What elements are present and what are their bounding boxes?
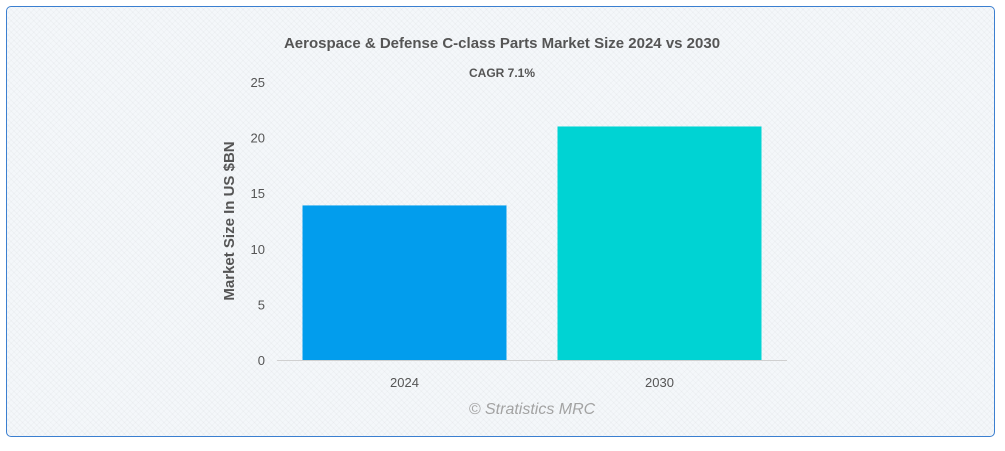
chart-title: Aerospace & Defense C-class Parts Market… <box>284 35 720 52</box>
y-axis-label: Market Size In US $BN <box>221 141 238 300</box>
x-tick-label: 2030 <box>645 375 674 390</box>
x-tick-label: 2024 <box>390 375 419 390</box>
y-tick-label: 10 <box>251 242 265 257</box>
y-tick-label: 15 <box>251 186 265 201</box>
bar-2030 <box>557 126 762 360</box>
y-tick-label: 25 <box>251 75 265 90</box>
bar-2024 <box>302 205 507 360</box>
y-axis-ticks: 0 5 10 15 20 25 <box>251 75 265 368</box>
chart-subtitle: CAGR 7.1% <box>469 66 535 80</box>
x-axis-ticks: 2024 2030 <box>390 375 674 390</box>
y-tick-label: 0 <box>258 353 265 368</box>
y-tick-label: 20 <box>251 131 265 146</box>
bars-group <box>302 126 762 360</box>
credit-text: © Stratistics MRC <box>469 401 596 418</box>
y-tick-label: 5 <box>258 297 265 312</box>
